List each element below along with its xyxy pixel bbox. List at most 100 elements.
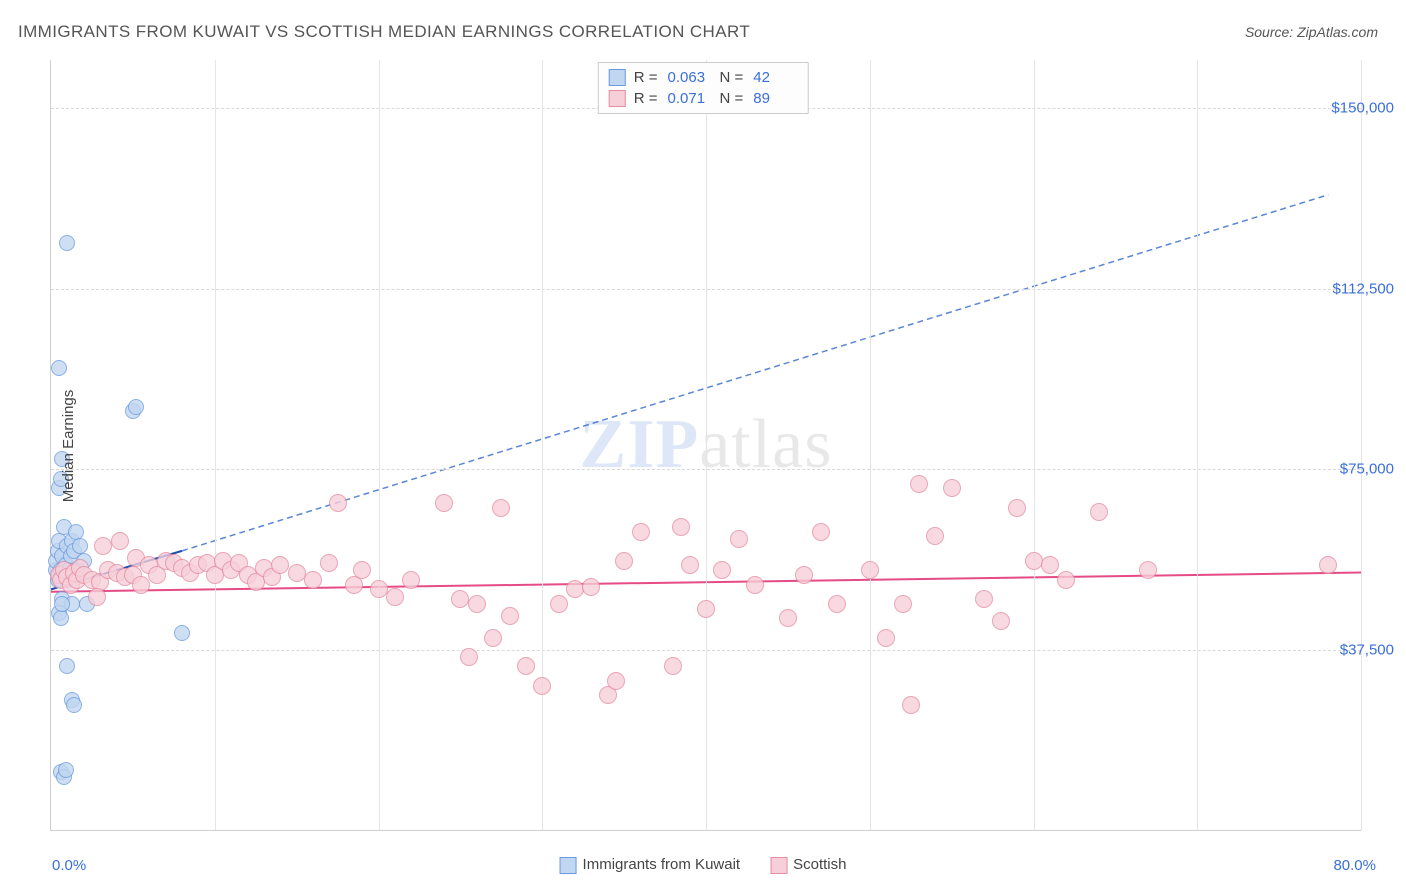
data-point xyxy=(271,556,289,574)
data-point xyxy=(926,527,944,545)
data-point xyxy=(59,235,75,251)
gridline-v xyxy=(870,60,871,830)
data-point xyxy=(910,475,928,493)
legend-correlation-row: R = 0.063 N = 42 xyxy=(609,67,798,88)
data-point xyxy=(111,532,129,550)
data-point xyxy=(492,499,510,517)
data-point xyxy=(632,523,650,541)
legend-series-label: Scottish xyxy=(793,856,846,873)
data-point xyxy=(174,625,190,641)
data-point xyxy=(1319,556,1337,574)
data-point xyxy=(468,595,486,613)
legend-swatch xyxy=(770,857,787,874)
data-point xyxy=(1008,499,1026,517)
data-point xyxy=(51,360,67,376)
data-point xyxy=(53,610,69,626)
legend-swatch xyxy=(609,69,626,86)
legend-series-label: Immigrants from Kuwait xyxy=(583,856,741,873)
data-point xyxy=(902,696,920,714)
data-point xyxy=(672,518,690,536)
data-point xyxy=(746,576,764,594)
data-point xyxy=(370,580,388,598)
data-point xyxy=(435,494,453,512)
data-point xyxy=(615,552,633,570)
data-point xyxy=(59,658,75,674)
x-tick-min: 0.0% xyxy=(52,857,86,874)
data-point xyxy=(386,588,404,606)
gridline-v xyxy=(542,60,543,830)
data-point xyxy=(517,657,535,675)
legend-r-value: 0.071 xyxy=(668,90,712,107)
data-point xyxy=(681,556,699,574)
gridline-v xyxy=(215,60,216,830)
data-point xyxy=(66,697,82,713)
y-tick-label: $112,500 xyxy=(1333,280,1394,297)
data-point xyxy=(460,648,478,666)
chart-title: IMMIGRANTS FROM KUWAIT VS SCOTTISH MEDIA… xyxy=(18,22,750,42)
data-point xyxy=(58,762,74,778)
data-point xyxy=(992,612,1010,630)
data-point xyxy=(861,561,879,579)
legend-n-label: N = xyxy=(720,69,744,86)
data-point xyxy=(1041,556,1059,574)
data-point xyxy=(128,399,144,415)
data-point xyxy=(795,566,813,584)
data-point xyxy=(550,595,568,613)
data-point xyxy=(533,677,551,695)
y-axis-label: Median Earnings xyxy=(60,390,77,503)
y-tick-label: $37,500 xyxy=(1340,641,1394,658)
data-point xyxy=(484,629,502,647)
data-point xyxy=(94,537,112,555)
data-point xyxy=(1139,561,1157,579)
legend-series: Immigrants from Kuwait Scottish xyxy=(560,856,847,874)
data-point xyxy=(730,530,748,548)
y-tick-label: $150,000 xyxy=(1331,100,1394,117)
data-point xyxy=(353,561,371,579)
legend-n-value: 42 xyxy=(753,69,797,86)
data-point xyxy=(828,595,846,613)
data-point xyxy=(451,590,469,608)
legend-correlation-row: R = 0.071 N = 89 xyxy=(609,88,798,109)
legend-r-value: 0.063 xyxy=(668,69,712,86)
data-point xyxy=(607,672,625,690)
data-point xyxy=(329,494,347,512)
data-point xyxy=(894,595,912,613)
legend-n-value: 89 xyxy=(753,90,797,107)
legend-series-item: Scottish xyxy=(770,856,846,874)
gridline-v xyxy=(1197,60,1198,830)
data-point xyxy=(582,578,600,596)
data-point xyxy=(877,629,895,647)
data-point xyxy=(1057,571,1075,589)
data-point xyxy=(812,523,830,541)
watermark-rest: atlas xyxy=(699,406,832,483)
data-point xyxy=(1025,552,1043,570)
data-point xyxy=(697,600,715,618)
data-point xyxy=(566,580,584,598)
legend-r-label: R = xyxy=(634,69,658,86)
data-point xyxy=(943,479,961,497)
chart-source: Source: ZipAtlas.com xyxy=(1245,24,1378,40)
data-point xyxy=(320,554,338,572)
data-point xyxy=(72,538,88,554)
data-point xyxy=(288,564,306,582)
data-point xyxy=(402,571,420,589)
data-point xyxy=(664,657,682,675)
data-point xyxy=(713,561,731,579)
data-point xyxy=(779,609,797,627)
legend-series-item: Immigrants from Kuwait xyxy=(560,856,741,874)
plot-area: ZIPatlas xyxy=(50,60,1361,831)
data-point xyxy=(88,588,106,606)
y-tick-label: $75,000 xyxy=(1340,461,1394,478)
data-point xyxy=(132,576,150,594)
legend-correlation: R = 0.063 N = 42 R = 0.071 N = 89 xyxy=(598,62,809,114)
watermark-bold: ZIP xyxy=(580,406,700,483)
data-point xyxy=(304,571,322,589)
data-point xyxy=(1090,503,1108,521)
legend-r-label: R = xyxy=(634,90,658,107)
gridline-v xyxy=(1034,60,1035,830)
gridline-v xyxy=(1361,60,1362,830)
legend-n-label: N = xyxy=(720,90,744,107)
gridline-v xyxy=(379,60,380,830)
x-tick-max: 80.0% xyxy=(1333,857,1376,874)
data-point xyxy=(54,596,70,612)
